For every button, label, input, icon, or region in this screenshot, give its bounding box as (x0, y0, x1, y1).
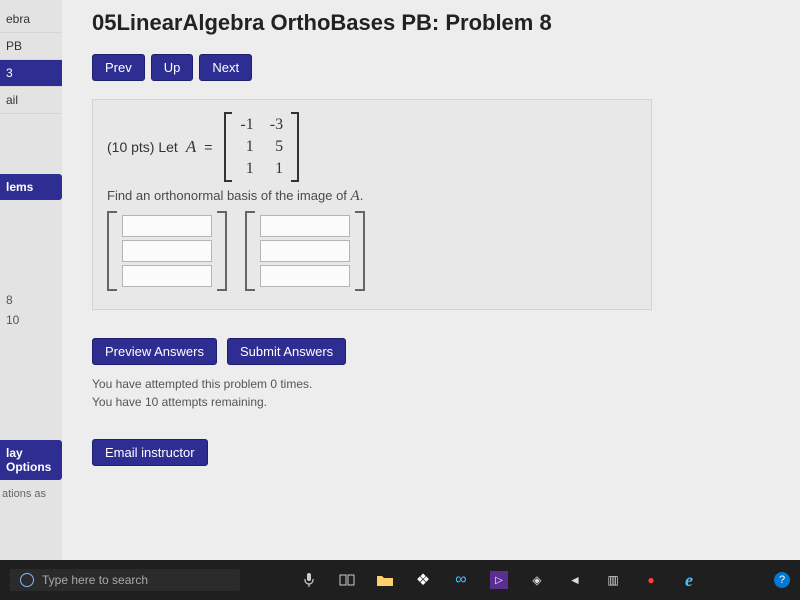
answer-input-1-3[interactable] (122, 265, 212, 287)
taskbar-search[interactable]: Type here to search (10, 569, 240, 591)
dropbox-icon[interactable]: ❖ (414, 571, 432, 589)
matrix-A: -1 -3 1 5 1 1 (224, 112, 299, 182)
preview-button[interactable]: Preview Answers (92, 338, 217, 365)
answer-input-2-3[interactable] (260, 265, 350, 287)
next-button[interactable]: Next (199, 54, 252, 81)
search-placeholder: Type here to search (42, 573, 148, 587)
points-label: (10 pts) Let (107, 139, 178, 155)
problem-statement: (10 pts) Let A = -1 -3 1 5 1 1 (107, 112, 637, 182)
sidebar-item-ail[interactable]: ail (0, 87, 62, 114)
infinity-icon[interactable]: ∞ (452, 571, 470, 589)
matrix-cell: -3 (270, 116, 283, 134)
nav-row: Prev Up Next (92, 54, 780, 81)
find-text: Find an orthonormal basis of the image o… (107, 188, 637, 205)
submit-button[interactable]: Submit Answers (227, 338, 346, 365)
sidebar: ebra PB 3 ail lems 8 10 lay Options atio… (0, 0, 62, 560)
main-content: 05LinearAlgebra OrthoBases PB: Problem 8… (62, 0, 800, 560)
problem-panel: (10 pts) Let A = -1 -3 1 5 1 1 (92, 99, 652, 310)
sidebar-selected[interactable]: 3 (0, 60, 62, 87)
app-icon-1[interactable]: ◈ (528, 571, 546, 589)
answer-input-1-2[interactable] (122, 240, 212, 262)
sidebar-course-2[interactable]: PB (0, 33, 62, 60)
help-icon[interactable]: ? (774, 572, 790, 588)
prev-button[interactable]: Prev (92, 54, 145, 81)
remaining-text: You have 10 attempts remaining. (92, 393, 780, 411)
app-icon-3[interactable]: ▥ (604, 571, 622, 589)
visual-studio-icon[interactable]: ▷ (490, 571, 508, 589)
taskbar-icons: ❖ ∞ ▷ ◈ ◄ ▥ ● e (300, 571, 698, 589)
sidebar-num-8[interactable]: 8 (0, 290, 62, 310)
answer-input-2-1[interactable] (260, 215, 350, 237)
ie-icon[interactable]: e (680, 571, 698, 589)
answer-input-1-1[interactable] (122, 215, 212, 237)
sidebar-course-1[interactable]: ebra (0, 6, 62, 33)
matrix-cell: 1 (240, 138, 253, 156)
answer-vector-1 (107, 211, 227, 291)
sidebar-sub: ations as (0, 488, 62, 500)
attempted-text: You have attempted this problem 0 times. (92, 375, 780, 393)
action-row: Preview Answers Submit Answers (92, 338, 780, 365)
attempt-info: You have attempted this problem 0 times.… (92, 375, 780, 411)
sidebar-problems-header: lems (0, 174, 62, 200)
matrix-cell: 5 (270, 138, 283, 156)
cortana-icon (20, 573, 34, 587)
page-title: 05LinearAlgebra OrthoBases PB: Problem 8 (92, 10, 780, 36)
matrix-cell: 1 (240, 160, 253, 178)
sidebar-num-10[interactable]: 10 (0, 310, 62, 330)
email-instructor-button[interactable]: Email instructor (92, 439, 208, 466)
variable-A: A (186, 137, 196, 157)
up-button[interactable]: Up (151, 54, 194, 81)
task-view-icon[interactable] (338, 571, 356, 589)
mic-icon[interactable] (300, 571, 318, 589)
app-icon-2[interactable]: ◄ (566, 571, 584, 589)
file-explorer-icon[interactable] (376, 571, 394, 589)
answer-row (107, 211, 637, 291)
matrix-cell: 1 (270, 160, 283, 178)
matrix-cell: -1 (240, 116, 253, 134)
taskbar: Type here to search ❖ ∞ ▷ ◈ ◄ ▥ ● e ? (0, 560, 800, 600)
app-icon-4[interactable]: ● (642, 571, 660, 589)
answer-input-2-2[interactable] (260, 240, 350, 262)
equals: = (204, 139, 212, 155)
sidebar-options-header: lay Options (0, 440, 62, 480)
answer-vector-2 (245, 211, 365, 291)
